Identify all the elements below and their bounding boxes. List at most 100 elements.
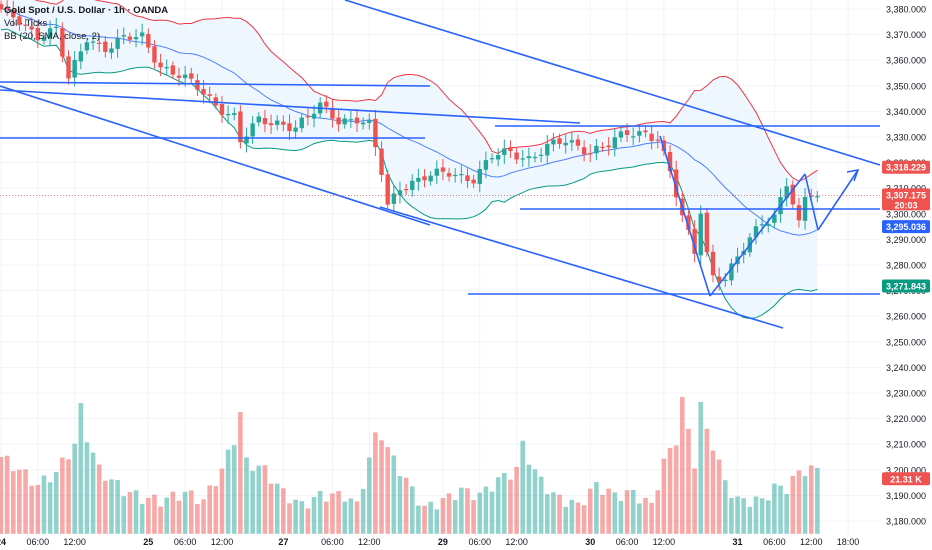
candle — [796, 197, 802, 228]
time-tick-label: 25 — [143, 537, 153, 547]
candle-body — [667, 152, 673, 172]
volume-bar — [477, 492, 483, 534]
candle — [281, 115, 286, 132]
candle — [90, 33, 96, 51]
candle-body — [483, 160, 489, 170]
candle-body — [293, 127, 298, 132]
candle-body — [336, 117, 341, 125]
candle — [563, 134, 568, 154]
candle-body — [66, 56, 71, 79]
price-axis[interactable]: 3,380.000 3,370.000 3,360.000 3,350.000 3,34… — [880, 0, 932, 550]
volume-bar — [544, 494, 550, 534]
volume-bar — [115, 479, 120, 534]
volume-bar — [299, 501, 305, 534]
candle-body — [305, 116, 311, 118]
volume-bar — [274, 483, 280, 534]
candle — [422, 169, 427, 188]
candle — [710, 244, 716, 283]
trendline-drawings[interactable] — [0, 0, 881, 329]
candle-body — [256, 116, 261, 123]
candle — [453, 168, 458, 183]
volume-bar — [96, 464, 102, 534]
volume-bar — [495, 477, 501, 534]
time-tick-label: 12:00 — [63, 537, 86, 547]
candle — [575, 134, 581, 151]
volume-bar — [514, 466, 519, 534]
volume-bar — [729, 497, 734, 534]
candle — [164, 59, 169, 76]
bollinger-indicator-label[interactable]: BB (20, SMA, close, 2) — [4, 31, 101, 42]
bollinger-bands — [0, 0, 818, 320]
volume-bar — [606, 488, 611, 534]
candle-body — [158, 62, 163, 68]
candle — [502, 139, 507, 164]
volume-bar — [195, 503, 200, 534]
volume-bar — [784, 494, 789, 534]
zigzag-up-leg — [709, 173, 806, 297]
candle — [244, 127, 249, 153]
candle — [176, 67, 182, 86]
candle-body — [465, 175, 470, 182]
volume-bar — [538, 476, 544, 534]
price-tick-label: 3,210.000 — [886, 440, 926, 450]
time-axis[interactable]: 24 06:00 12:00 25 06:00 12:00 27 06:00 12:00 29 06… — [0, 537, 859, 547]
bollinger-upper-line — [34, 0, 818, 182]
volume-bar — [225, 449, 231, 534]
time-tick-label: 12:00 — [358, 537, 381, 547]
candle — [256, 112, 261, 127]
candle-body — [446, 173, 452, 177]
candle — [11, 0, 16, 27]
last-price-badge-box — [882, 188, 930, 211]
candle-body — [594, 145, 599, 154]
bb-middle-badge: 3,295.036 — [882, 220, 930, 234]
volume-bar — [10, 471, 16, 534]
candle — [661, 135, 667, 156]
time-tick-label: 06:00 — [763, 537, 786, 547]
candle-body — [146, 34, 151, 48]
candle-body — [311, 113, 317, 119]
candle — [342, 114, 347, 129]
candle-body — [41, 37, 47, 41]
candle — [324, 95, 329, 114]
zigzag-pullback — [804, 173, 819, 231]
candle — [115, 29, 120, 58]
volume-indicator-label[interactable]: Vol · Ticks — [4, 18, 48, 29]
candle-body — [692, 228, 697, 254]
candle — [275, 115, 280, 131]
candle-body — [324, 101, 329, 107]
candle — [655, 131, 660, 149]
volume-bar — [802, 476, 808, 534]
volume-bar — [158, 506, 163, 534]
volume-badge-text: 21.31 K — [890, 474, 922, 484]
candle-body — [686, 215, 691, 230]
bb-upper-badge: 3,318.229 — [882, 160, 930, 174]
candle-body — [164, 66, 169, 69]
volume-bar — [753, 496, 759, 534]
candle — [121, 27, 126, 45]
volume-bar — [182, 491, 188, 534]
symbol-title[interactable]: Gold Spot / U.S. Dollar · 1h · OANDA — [4, 5, 169, 16]
volume-bar — [293, 499, 298, 534]
volume-bar — [250, 470, 255, 534]
candle-body — [35, 27, 41, 41]
volume-bar — [661, 458, 667, 534]
candle — [17, 10, 22, 31]
candle-body — [17, 16, 22, 25]
volume-bar — [416, 505, 421, 534]
price-tick-label: 3,300.000 — [886, 209, 926, 219]
candle-body — [275, 120, 280, 125]
volume-bar — [502, 473, 507, 534]
candle-body — [428, 175, 433, 182]
candle — [489, 153, 495, 164]
volume-bar — [188, 490, 194, 534]
volume-bar — [600, 494, 605, 534]
candle-body — [459, 173, 464, 176]
volume-bar — [630, 489, 636, 534]
candle-body — [489, 158, 495, 160]
volume-bar — [373, 432, 378, 534]
candle-body — [170, 65, 176, 75]
candle — [287, 114, 292, 141]
candle — [373, 109, 378, 157]
grid — [0, 0, 880, 535]
